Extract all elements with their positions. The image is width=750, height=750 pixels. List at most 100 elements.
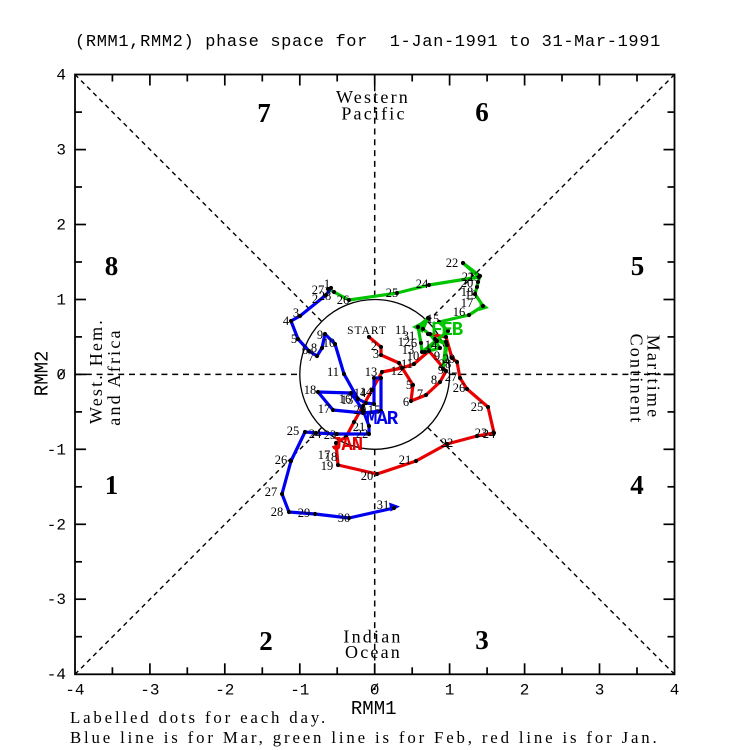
svg-text:20: 20 <box>354 403 367 417</box>
svg-text:19: 19 <box>465 288 478 302</box>
svg-text:2: 2 <box>56 217 66 235</box>
svg-text:-4: -4 <box>47 666 66 684</box>
svg-text:21: 21 <box>462 270 475 284</box>
svg-text:15: 15 <box>368 403 381 417</box>
svg-text:23: 23 <box>324 428 337 442</box>
svg-text:12: 12 <box>391 364 404 378</box>
svg-text:Maritime: Maritime <box>644 335 664 420</box>
svg-text:18: 18 <box>304 383 317 397</box>
svg-text:31: 31 <box>403 329 416 343</box>
svg-text:7: 7 <box>257 98 271 128</box>
svg-text:8: 8 <box>431 373 437 387</box>
svg-text:-1: -1 <box>47 441 66 459</box>
svg-text:0: 0 <box>370 682 380 700</box>
svg-text:-3: -3 <box>47 591 66 609</box>
svg-text:26: 26 <box>337 293 350 307</box>
svg-text:3: 3 <box>56 142 66 160</box>
svg-text:-3: -3 <box>140 682 159 700</box>
svg-text:4: 4 <box>56 67 66 85</box>
svg-text:20: 20 <box>461 276 474 290</box>
svg-text:9: 9 <box>438 363 444 377</box>
svg-text:START: START <box>347 325 387 337</box>
svg-text:-2: -2 <box>215 682 234 700</box>
svg-text:14: 14 <box>425 338 438 352</box>
svg-text:4: 4 <box>283 314 290 328</box>
svg-text:9: 9 <box>434 349 440 363</box>
svg-text:Continent: Continent <box>627 334 647 425</box>
svg-text:24: 24 <box>309 427 322 441</box>
svg-text:8: 8 <box>311 341 317 355</box>
svg-text:11: 11 <box>327 365 339 379</box>
svg-text:20: 20 <box>361 469 374 483</box>
svg-text:-1: -1 <box>290 682 309 700</box>
svg-text:28: 28 <box>271 505 284 519</box>
svg-text:2: 2 <box>312 292 318 306</box>
svg-text:1: 1 <box>445 682 455 700</box>
svg-text:12: 12 <box>398 335 411 349</box>
svg-text:2: 2 <box>520 682 530 700</box>
svg-text:13: 13 <box>365 365 378 379</box>
svg-text:Ocean: Ocean <box>345 642 402 662</box>
svg-text:14: 14 <box>354 386 367 400</box>
svg-text:3: 3 <box>293 306 299 320</box>
svg-text:Blue line is for Mar, green li: Blue line is for Mar, green line is for … <box>70 728 660 747</box>
svg-text:RMM2: RMM2 <box>32 351 54 397</box>
svg-text:25: 25 <box>287 424 300 438</box>
svg-text:17: 17 <box>318 448 331 462</box>
svg-text:19: 19 <box>321 459 334 473</box>
svg-text:25: 25 <box>471 400 484 414</box>
svg-text:17: 17 <box>461 296 474 310</box>
svg-text:21: 21 <box>399 453 412 467</box>
svg-text:13: 13 <box>341 393 354 407</box>
svg-text:11: 11 <box>401 357 413 371</box>
svg-text:28: 28 <box>439 357 452 371</box>
svg-text:MAR: MAR <box>366 408 399 430</box>
svg-text:Pacific: Pacific <box>341 104 406 124</box>
svg-text:3: 3 <box>475 625 489 655</box>
svg-text:23: 23 <box>468 270 481 284</box>
svg-text:4: 4 <box>630 470 644 500</box>
svg-text:7: 7 <box>417 387 423 401</box>
svg-text:21: 21 <box>353 420 366 434</box>
svg-text:9: 9 <box>317 328 323 342</box>
svg-text:22: 22 <box>441 436 454 450</box>
svg-text:13: 13 <box>402 343 415 357</box>
svg-text:16: 16 <box>339 392 352 406</box>
svg-text:2: 2 <box>259 626 273 656</box>
svg-text:1: 1 <box>324 277 330 291</box>
svg-text:18: 18 <box>325 450 338 464</box>
svg-text:23: 23 <box>475 426 488 440</box>
svg-text:6: 6 <box>302 343 308 357</box>
svg-text:26: 26 <box>275 453 288 467</box>
svg-text:22: 22 <box>446 256 459 270</box>
svg-text:10: 10 <box>323 336 336 350</box>
svg-text:2: 2 <box>371 339 377 353</box>
svg-text:29: 29 <box>443 352 456 366</box>
svg-text:FEB: FEB <box>431 319 463 341</box>
svg-text:3: 3 <box>595 682 605 700</box>
svg-text:6: 6 <box>403 395 409 409</box>
svg-text:6: 6 <box>411 336 417 350</box>
svg-text:24: 24 <box>483 427 496 441</box>
svg-text:Labelled dots for each day.: Labelled dots for each day. <box>70 708 328 727</box>
svg-text:-2: -2 <box>47 516 66 534</box>
svg-text:24: 24 <box>416 277 429 291</box>
svg-text:7: 7 <box>308 350 314 364</box>
svg-text:Western: Western <box>336 87 410 107</box>
svg-text:5: 5 <box>291 332 297 346</box>
svg-text:JAN: JAN <box>331 434 363 456</box>
svg-text:14: 14 <box>360 385 373 399</box>
svg-text:1: 1 <box>105 470 119 500</box>
svg-text:17: 17 <box>318 402 331 416</box>
svg-text:1: 1 <box>56 292 66 310</box>
svg-text:15: 15 <box>427 312 440 326</box>
svg-text:5: 5 <box>406 378 412 392</box>
svg-text:-4: -4 <box>65 682 84 700</box>
svg-text:22: 22 <box>356 427 369 441</box>
svg-text:and Africa: and Africa <box>104 328 124 425</box>
svg-text:0: 0 <box>56 366 66 384</box>
svg-text:25: 25 <box>386 286 399 300</box>
svg-text:10: 10 <box>407 349 420 363</box>
svg-text:30: 30 <box>338 511 351 525</box>
svg-text:18: 18 <box>461 285 474 299</box>
